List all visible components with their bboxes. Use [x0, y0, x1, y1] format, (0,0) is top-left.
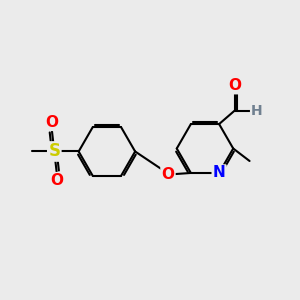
Text: H: H	[251, 104, 263, 118]
Text: O: O	[228, 78, 241, 93]
Text: N: N	[213, 166, 226, 181]
Text: O: O	[50, 173, 63, 188]
Text: O: O	[45, 115, 58, 130]
Text: S: S	[48, 142, 60, 160]
Text: O: O	[161, 167, 175, 182]
